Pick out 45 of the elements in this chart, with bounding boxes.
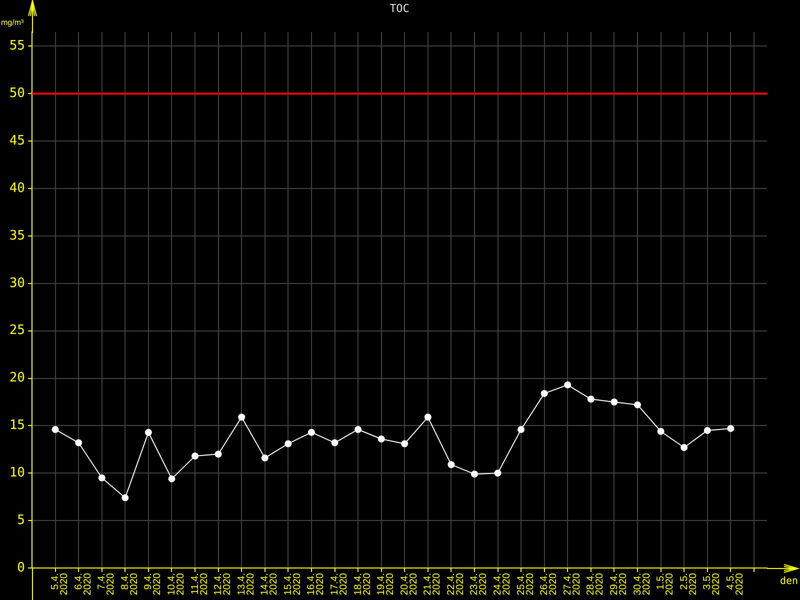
y-tick-label: 40 [9,180,25,196]
chart-title: TOC [390,2,410,15]
x-tick-label: 30.4. 2020 [632,572,652,596]
x-tick-label: 5.4. 2020 [50,572,70,596]
x-axis-title: den [780,576,798,587]
x-tick-label: 11.4. 2020 [190,572,210,596]
x-tick-label: 17.4. 2020 [330,572,350,596]
x-tick-label: 9.4. 2020 [143,572,164,596]
x-tick-label: 16.4. 2020 [306,572,326,596]
x-tick-label: 7.4. 2020 [96,572,117,596]
x-tick-label: 15.4. 2020 [282,572,303,596]
x-tick-label: 20.4. 2020 [399,572,420,596]
x-tick-label: 1.5. 2020 [656,572,676,596]
x-tick-label: 25.4. 2020 [516,572,536,596]
x-tick-label: 3.5. 2020 [702,572,722,596]
x-tick-label: 22.4. 2020 [446,572,466,596]
y-tick-label: 20 [9,370,25,386]
x-tick-label: 27.4. 2020 [562,572,582,596]
y-tick-label: 45 [9,133,25,148]
x-tick-label: 28.4. 2020 [586,572,606,596]
y-tick-label: 5 [17,512,25,528]
y-tick-label: 10 [9,466,25,481]
x-tick-label: 24.4. 2020 [492,572,513,596]
x-tick-label: 13.4. 2020 [236,572,256,596]
x-tick-label: 14.4. 2020 [260,572,280,596]
y-tick-label: 0 [17,560,25,576]
x-tick-label: 2.5. 2020 [678,572,699,596]
x-tick-label: 6.4. 2020 [73,572,94,596]
y-tick-label: 55 [9,38,25,54]
x-tick-label: 19.4. 2020 [376,572,396,596]
y-axis-title: mg/m³ [1,18,24,27]
y-tick-label: 50 [9,86,25,102]
x-tick-label: 4.5. 2020 [725,572,746,596]
x-tick-label: 18.4. 2020 [352,572,373,596]
x-tick-label: 10.4. 2020 [166,572,186,596]
y-tick-label: 15 [9,418,25,434]
y-tick-label: 30 [9,276,25,291]
x-tick-label: 29.4. 2020 [608,572,629,596]
y-tick-label: 35 [9,228,25,244]
x-tick-label: 26.4. 2020 [539,572,560,596]
x-tick-label: 8.4. 2020 [120,572,140,596]
x-tick-label: 21.4. 2020 [422,572,443,596]
x-tick-label: 23.4. 2020 [469,572,490,596]
y-tick-label: 25 [9,323,25,338]
x-tick-label: 12.4. 2020 [213,572,234,596]
